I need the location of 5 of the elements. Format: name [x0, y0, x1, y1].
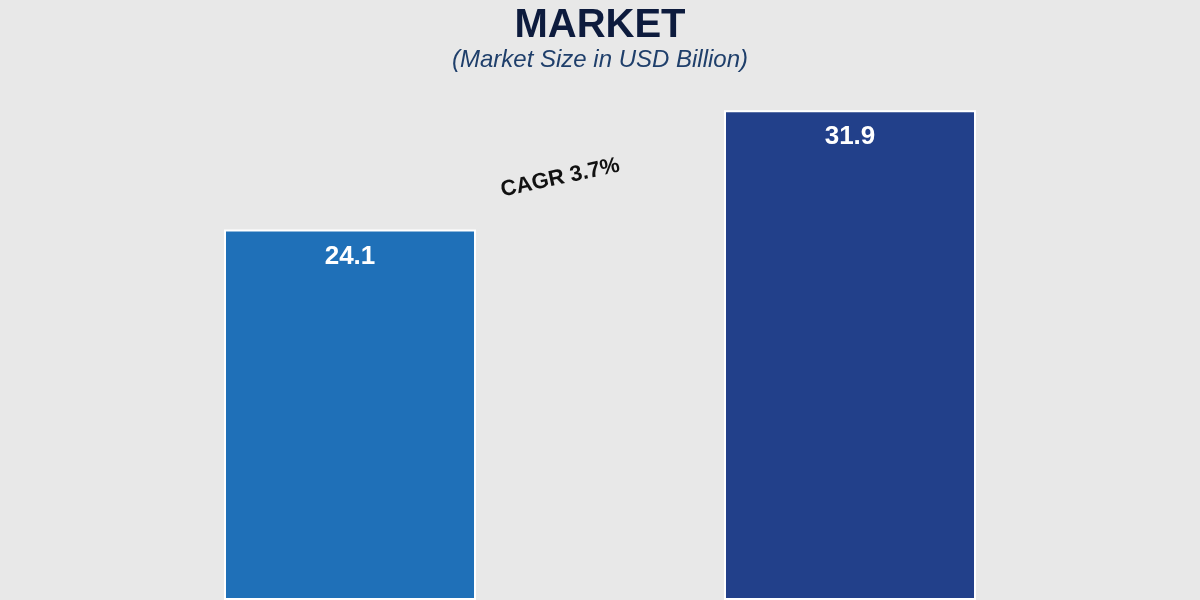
annotation: CAGR 3.7%	[498, 151, 622, 202]
data-label: 31.9	[824, 120, 876, 151]
chart-title: MARKET	[514, 1, 686, 45]
data-label: 24.1	[324, 239, 376, 270]
chart-subtitle: (Market Size in USD Billion)	[451, 45, 749, 72]
